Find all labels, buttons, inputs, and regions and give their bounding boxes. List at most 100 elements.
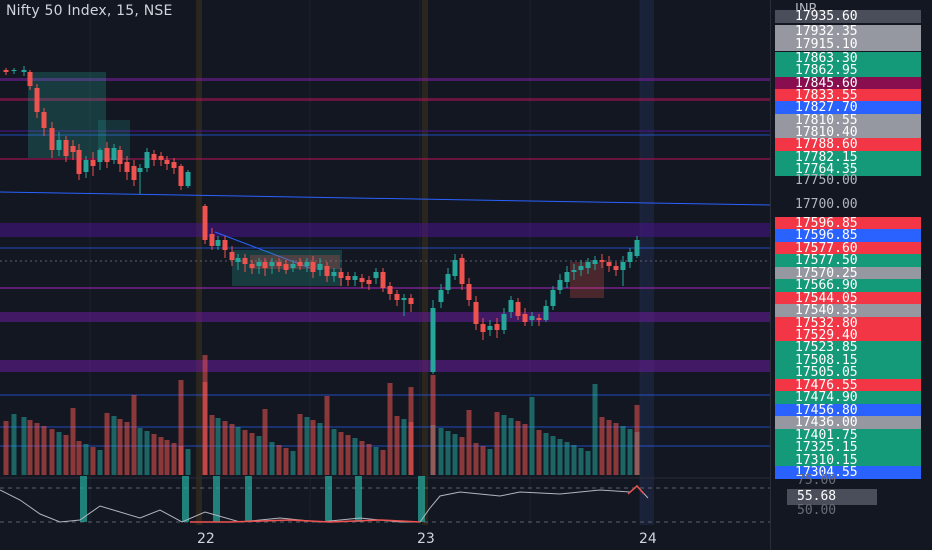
volume-bar <box>42 426 47 475</box>
candle-body <box>152 154 157 160</box>
candlestick-chart[interactable] <box>0 0 770 550</box>
candle-body <box>551 290 556 306</box>
candle-body <box>216 240 221 246</box>
volume-bar <box>600 417 605 475</box>
candle-body <box>277 262 282 266</box>
volume-bar <box>50 429 55 475</box>
volume-bar <box>346 435 351 475</box>
volume-bar <box>250 433 255 475</box>
volume-bar <box>453 434 458 475</box>
volume-bar <box>409 387 414 475</box>
volume-bar <box>460 437 465 475</box>
volume-bar <box>481 446 486 475</box>
volume-bar <box>159 437 164 475</box>
volume-bar <box>277 445 282 475</box>
candle-body <box>453 260 458 276</box>
rsi-level-50: 50.00 <box>797 503 836 518</box>
volume-bar <box>530 397 535 475</box>
candle-body <box>172 162 177 168</box>
level-band <box>0 360 770 372</box>
candle-body <box>381 272 386 288</box>
volume-bar <box>284 448 289 475</box>
volume-bar <box>186 449 191 475</box>
chart-pane[interactable]: Nifty 50 Index, 15, NSE 22 23 24 <box>0 0 770 550</box>
candle-body <box>530 316 535 320</box>
candle-body <box>374 272 379 278</box>
candle-body <box>446 274 451 290</box>
rsi-line <box>0 486 648 522</box>
candle-body <box>509 300 514 312</box>
price-label: 17750.00 <box>775 174 921 187</box>
volume-bar <box>495 412 500 475</box>
candle-body <box>579 266 584 270</box>
volume-bar <box>118 419 123 475</box>
volume-bar <box>298 414 303 475</box>
volume-bar <box>374 447 379 475</box>
time-label-24: 24 <box>639 531 657 547</box>
volume-bar <box>628 429 633 475</box>
candle-body <box>395 294 400 300</box>
candle-body <box>628 252 633 262</box>
candle-body <box>165 160 170 164</box>
level-band <box>0 223 770 237</box>
candle-body <box>64 140 69 156</box>
candle-body <box>298 262 303 266</box>
volume-bar <box>77 441 82 475</box>
candle-body <box>402 298 407 300</box>
candle-body <box>305 262 310 266</box>
rsi-oversold-bar <box>245 476 252 522</box>
candle-body <box>71 146 76 152</box>
volume-bar <box>145 431 150 475</box>
candle-body <box>12 70 17 71</box>
rsi-oversold-bar <box>80 476 87 522</box>
candle-body <box>22 70 27 72</box>
candle-body <box>360 278 365 282</box>
volume-bar <box>165 440 170 475</box>
volume-bar <box>474 443 479 475</box>
volume-bar <box>179 380 184 475</box>
volume-bar <box>467 410 472 475</box>
candle-body <box>270 262 275 266</box>
volume-bar <box>431 375 436 475</box>
candle-body <box>523 314 528 322</box>
candle-body <box>495 324 500 330</box>
level-band <box>0 78 770 81</box>
candle-body <box>50 128 55 150</box>
volume-bar <box>516 421 521 475</box>
volume-bar <box>230 424 235 475</box>
volume-bar <box>263 409 268 475</box>
trend-line <box>0 192 770 205</box>
level-band <box>0 98 770 101</box>
candle-body <box>621 262 626 270</box>
symbol-title[interactable]: Nifty 50 Index, 15, NSE <box>6 3 173 19</box>
candle-body <box>203 206 208 240</box>
candle-body <box>230 252 235 260</box>
candle-body <box>558 280 563 290</box>
volume-bar <box>203 355 208 475</box>
volume-bar <box>446 431 451 475</box>
price-label: 17935.60 <box>775 10 921 23</box>
candle-body <box>28 72 33 86</box>
candle-body <box>325 266 330 276</box>
candle-body <box>481 324 486 332</box>
rsi-oversold-bar <box>418 476 425 522</box>
candle-body <box>311 262 316 272</box>
candle-body <box>57 140 62 150</box>
volume-bar <box>360 441 365 475</box>
candle-body <box>236 258 241 262</box>
rsi-oversold-bar <box>325 476 332 522</box>
volume-bar <box>112 416 117 475</box>
volume-bar <box>236 427 241 475</box>
volume-bar <box>71 408 76 475</box>
candle-body <box>4 70 9 72</box>
candle-body <box>586 262 591 268</box>
price-scale[interactable]: INR 17935.6017932.3517915.1017863.301786… <box>770 0 932 550</box>
volume-bar <box>509 418 514 475</box>
candle-body <box>291 264 296 268</box>
volume-bar <box>138 428 143 475</box>
volume-bar <box>291 451 296 475</box>
candle-body <box>77 150 82 174</box>
volume-bar <box>132 395 137 475</box>
volume-bar <box>614 423 619 475</box>
candle-body <box>431 308 436 372</box>
